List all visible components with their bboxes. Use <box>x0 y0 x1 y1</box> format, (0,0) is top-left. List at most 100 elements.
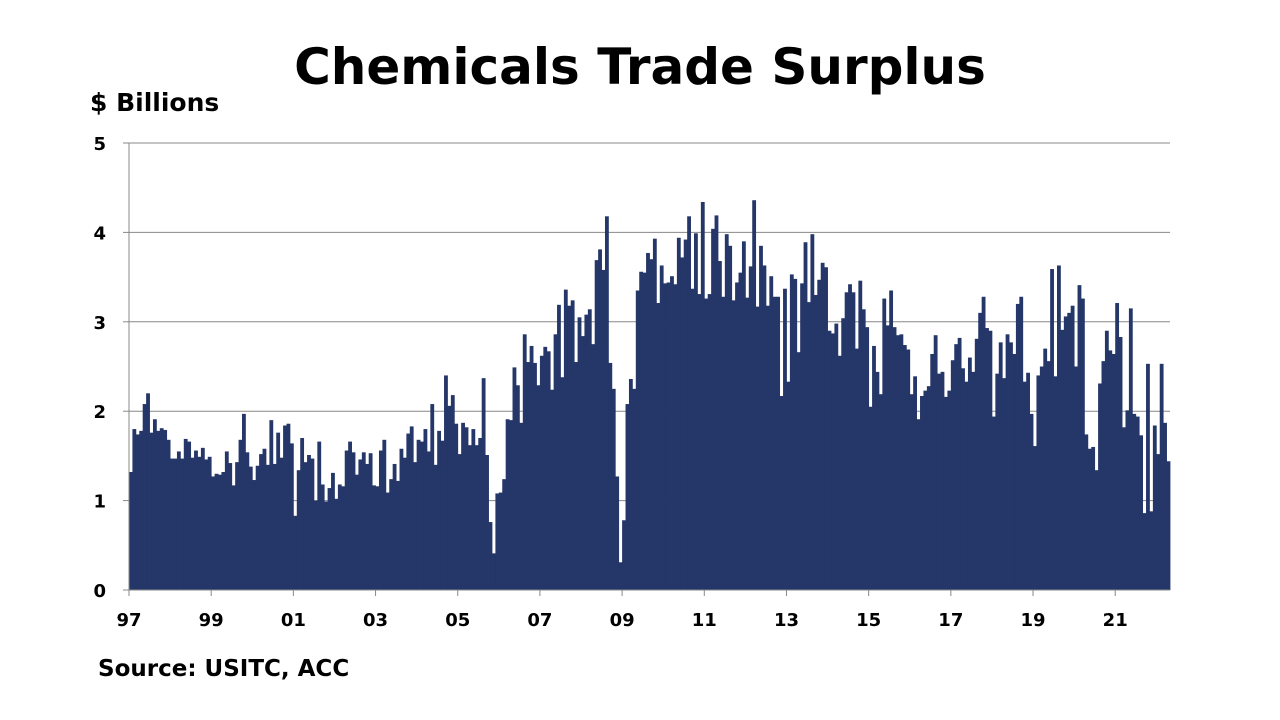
bar <box>1125 410 1130 590</box>
bar <box>166 439 171 590</box>
bar <box>574 362 578 590</box>
bar <box>1146 363 1150 590</box>
bar <box>1050 269 1054 590</box>
bar <box>690 288 695 590</box>
bar <box>149 432 154 590</box>
bar <box>1104 330 1109 590</box>
bar <box>464 427 469 590</box>
bar <box>242 413 246 590</box>
bar <box>512 367 517 590</box>
bar <box>707 294 712 590</box>
bar <box>868 406 873 590</box>
bar <box>159 428 164 590</box>
bar <box>1115 303 1120 590</box>
bar <box>772 296 777 590</box>
bar <box>1029 413 1034 590</box>
bar <box>587 309 592 590</box>
bar <box>468 445 472 590</box>
bar <box>474 445 479 590</box>
bar <box>491 553 496 590</box>
bar <box>1159 363 1164 590</box>
x-tick-label: 07 <box>527 610 552 631</box>
bar <box>762 265 767 590</box>
bar <box>820 262 825 590</box>
bar <box>1002 378 1007 590</box>
x-tick-label: 99 <box>199 610 224 631</box>
bar <box>950 360 955 590</box>
bar <box>1046 361 1051 590</box>
bar <box>1039 366 1044 590</box>
bar <box>361 452 366 590</box>
bar <box>676 237 681 590</box>
bar <box>132 429 137 590</box>
bar <box>899 334 904 590</box>
bar <box>615 476 620 590</box>
bar <box>1053 376 1058 590</box>
bar <box>437 430 442 590</box>
bar <box>830 333 835 590</box>
bar <box>940 371 945 590</box>
bar <box>420 441 424 590</box>
bar <box>837 355 842 590</box>
bar <box>382 439 387 590</box>
bar <box>502 479 507 590</box>
bar <box>557 304 561 590</box>
bar <box>731 300 736 590</box>
chart-title: Chemicals Trade Surplus <box>294 38 986 96</box>
bar <box>1056 265 1061 590</box>
bar <box>183 438 188 590</box>
bar <box>1142 513 1147 590</box>
bar <box>807 302 811 590</box>
bar <box>221 471 226 590</box>
bar <box>656 303 661 590</box>
bar <box>416 439 421 590</box>
bar <box>752 200 757 590</box>
bar <box>930 353 935 590</box>
bar <box>180 458 185 590</box>
bar <box>1166 461 1171 590</box>
bar <box>964 381 969 590</box>
bar <box>539 355 544 590</box>
bar <box>334 498 339 590</box>
x-tick-label: 15 <box>856 610 881 631</box>
x-tick-label: 19 <box>1020 610 1045 631</box>
bar <box>276 432 281 590</box>
bar <box>1043 348 1048 590</box>
bar <box>872 345 876 590</box>
bar <box>759 245 763 590</box>
bar <box>402 457 407 590</box>
bar <box>498 492 503 590</box>
bar <box>793 278 798 590</box>
bar <box>430 404 435 590</box>
bar <box>943 396 948 590</box>
bar <box>1094 470 1099 590</box>
bar <box>440 440 445 590</box>
bar <box>694 233 698 590</box>
bar <box>724 234 729 591</box>
bar <box>577 317 582 590</box>
bar <box>1033 446 1037 590</box>
bar <box>423 429 428 590</box>
bar <box>735 282 739 590</box>
bar <box>974 338 979 590</box>
bar <box>170 458 174 590</box>
bar <box>646 252 650 590</box>
bar <box>135 434 140 590</box>
bar <box>457 454 462 590</box>
bar <box>450 395 455 590</box>
bar <box>211 476 216 590</box>
bar <box>344 450 349 590</box>
bar <box>163 429 168 590</box>
bar <box>1135 416 1140 590</box>
bar <box>433 464 438 590</box>
bar <box>961 368 965 590</box>
bar <box>1026 372 1031 590</box>
bar <box>670 276 674 590</box>
bar <box>543 346 548 590</box>
bar <box>779 396 784 590</box>
bar <box>947 390 952 590</box>
bar <box>262 448 267 590</box>
bar <box>214 473 219 590</box>
bar <box>639 271 644 590</box>
